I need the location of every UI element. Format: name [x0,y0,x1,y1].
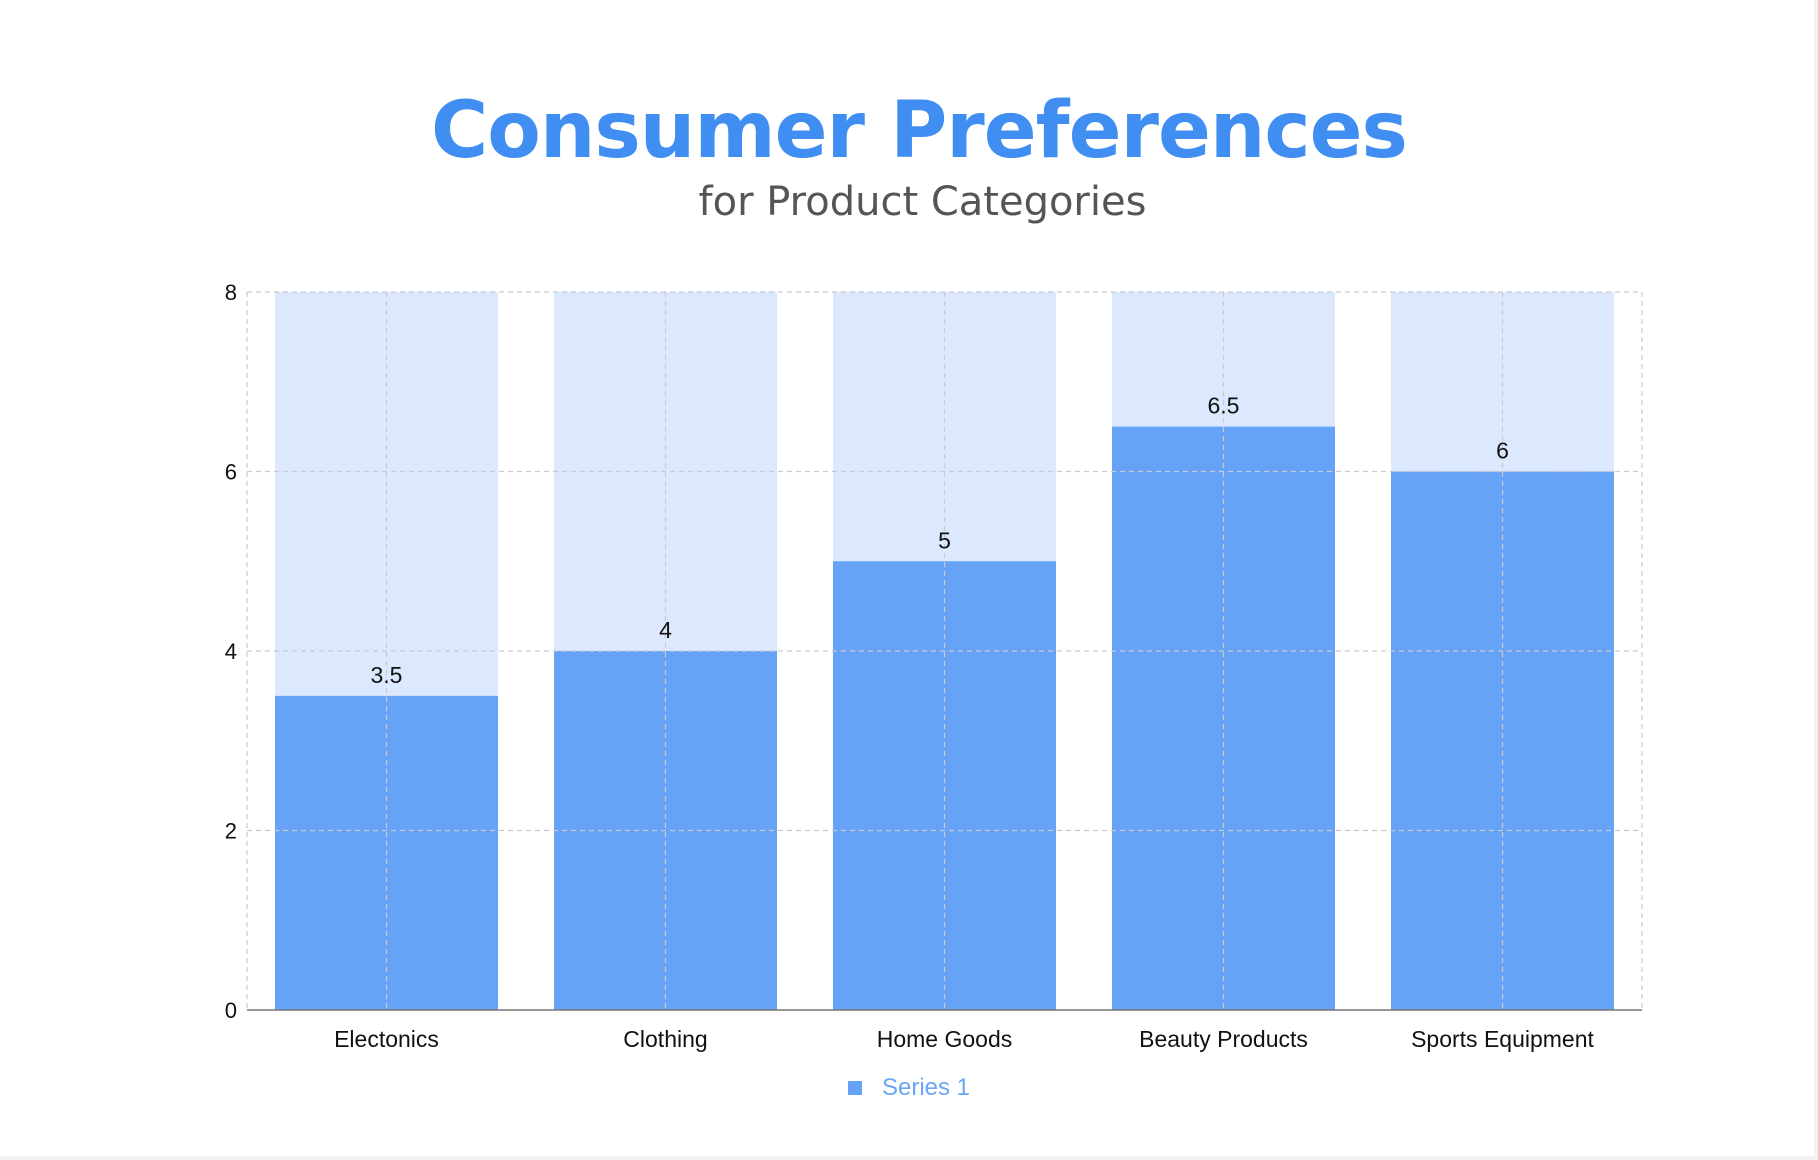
data-label: 6.5 [1208,393,1240,419]
y-tick-label: 2 [225,819,237,844]
chart-subtitle: for Product Categories [698,179,1147,225]
y-tick-label: 8 [225,280,237,305]
y-tick-label: 4 [225,639,237,664]
x-tick-label: Clothing [623,1026,707,1052]
legend-swatch-series-1 [847,1081,862,1095]
legend: Series 1 [0,1074,1818,1102]
x-tick-label: Beauty Products [1139,1026,1308,1052]
data-label: 5 [938,527,951,553]
bar [1391,471,1614,1010]
legend-label-series-1: Series 1 [881,1074,971,1101]
data-label: 4 [659,617,672,643]
x-tick-label: Home Goods [877,1026,1013,1052]
x-tick-label: Sports Equipment [1411,1026,1594,1052]
x-tick-label: Electonics [334,1026,439,1052]
y-tick-label: 0 [225,998,237,1023]
data-label: 6 [1496,438,1509,464]
y-tick-label: 6 [225,460,237,485]
data-label: 3.5 [371,662,403,688]
chart-title: Consumer Preferences [431,86,1408,176]
